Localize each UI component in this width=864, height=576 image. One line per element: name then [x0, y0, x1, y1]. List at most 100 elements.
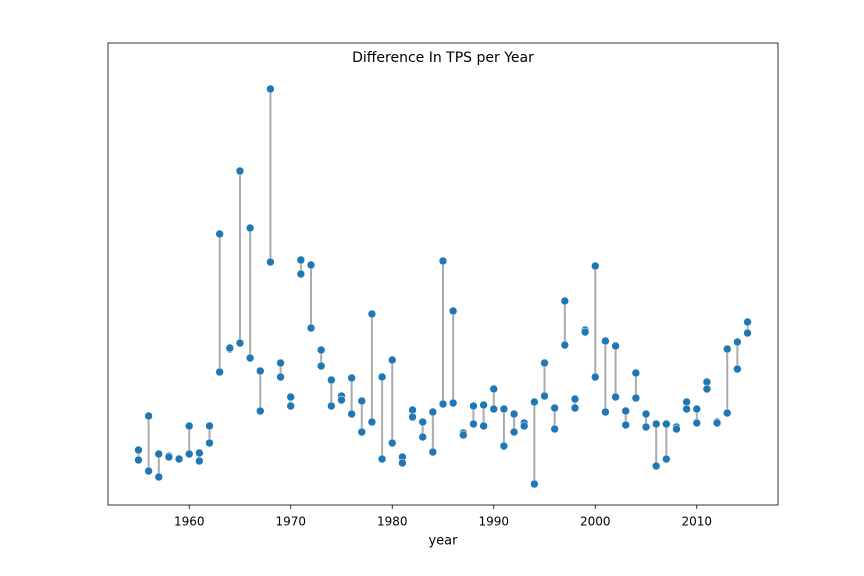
point: [306, 260, 316, 270]
point: [590, 261, 600, 271]
point: [357, 396, 367, 406]
point: [438, 256, 448, 266]
point: [347, 373, 356, 383]
point: [570, 394, 580, 404]
point: [387, 355, 397, 365]
point: [184, 421, 194, 431]
point: [580, 327, 590, 337]
point: [327, 375, 336, 385]
point: [631, 368, 641, 378]
point: [601, 407, 610, 417]
point: [367, 417, 377, 427]
point: [398, 458, 407, 468]
x-tick-label: 1990: [478, 515, 509, 529]
point: [550, 424, 559, 434]
plot-frame: [107, 42, 779, 506]
point: [377, 372, 387, 382]
point: [255, 406, 265, 416]
point: [154, 472, 164, 482]
point: [205, 438, 214, 448]
point: [215, 229, 224, 239]
point: [621, 420, 631, 430]
point: [692, 418, 702, 428]
point: [499, 404, 509, 414]
point: [469, 419, 478, 429]
point: [611, 341, 620, 351]
point: [408, 412, 417, 422]
point: [499, 441, 509, 451]
point: [377, 454, 387, 464]
point: [164, 452, 174, 462]
point: [651, 461, 661, 471]
chart-title: Difference In TPS per Year: [352, 50, 534, 66]
point: [590, 372, 600, 382]
point: [489, 384, 499, 394]
x-axis-label: year: [428, 534, 458, 549]
point: [418, 432, 427, 442]
point: [560, 296, 570, 306]
x-tick-label: 1970: [275, 515, 306, 529]
point: [519, 421, 529, 431]
point: [743, 317, 752, 327]
point: [327, 401, 336, 411]
point: [540, 391, 549, 401]
point: [530, 397, 539, 407]
point: [174, 454, 184, 464]
point: [276, 372, 285, 382]
point: [672, 424, 681, 434]
point: [286, 401, 296, 411]
point: [712, 418, 722, 428]
point: [428, 407, 438, 417]
point: [743, 328, 752, 338]
point: [306, 323, 316, 333]
point: [641, 422, 651, 432]
x-tick-label: 2010: [682, 515, 713, 529]
point: [489, 404, 499, 414]
x-tick-label: 2000: [580, 515, 611, 529]
point: [733, 337, 742, 347]
point: [195, 448, 204, 458]
point: [662, 419, 671, 429]
point: [611, 392, 620, 402]
point: [296, 255, 306, 265]
point: [448, 398, 458, 408]
point: [245, 223, 255, 233]
point: [357, 427, 367, 437]
point: [692, 404, 702, 414]
point: [469, 401, 478, 411]
point: [631, 393, 641, 403]
point: [733, 364, 742, 374]
point: [418, 417, 427, 427]
point: [428, 447, 438, 457]
point: [134, 455, 143, 465]
point: [337, 395, 346, 405]
point: [479, 421, 488, 431]
point: [205, 421, 214, 431]
point: [530, 479, 539, 489]
point: [184, 449, 194, 459]
point: [266, 257, 275, 267]
point: [195, 456, 204, 466]
point: [479, 400, 488, 410]
point: [509, 427, 519, 437]
x-tick-label: 1980: [377, 515, 408, 529]
point: [702, 384, 712, 394]
point: [540, 358, 549, 368]
x-tick-label: 1960: [174, 515, 205, 529]
point: [286, 392, 296, 402]
point: [560, 340, 570, 350]
point: [144, 411, 153, 421]
point: [459, 430, 468, 440]
point: [722, 408, 732, 418]
point: [570, 403, 580, 413]
point: [235, 338, 245, 348]
point: [438, 399, 448, 409]
point: [347, 409, 356, 419]
point: [682, 404, 691, 414]
point: [266, 84, 275, 94]
point: [448, 306, 458, 316]
point: [662, 454, 671, 464]
point: [245, 353, 255, 363]
